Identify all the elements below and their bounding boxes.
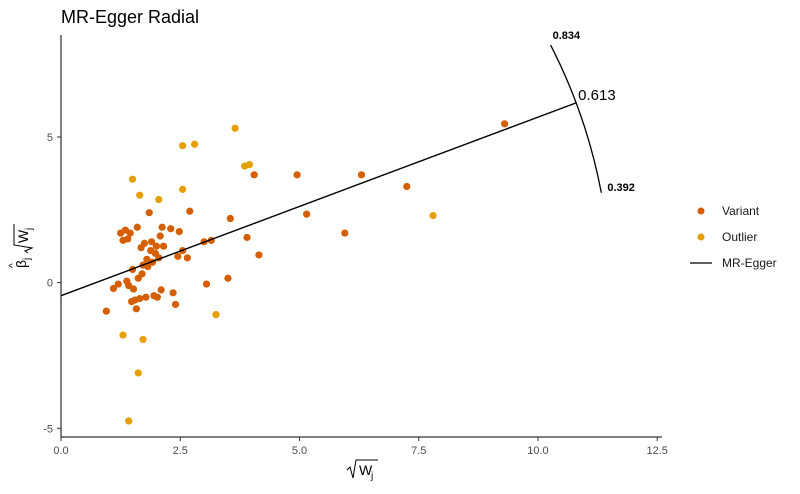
y-tick-label: 5 [47, 132, 53, 144]
x-tick-label: 0.0 [53, 445, 68, 457]
variant-point [109, 284, 118, 293]
svg-text:β: β [13, 260, 29, 268]
variant-point [169, 289, 177, 297]
outlier-point [212, 311, 220, 319]
mr-egger-line [60, 102, 577, 297]
x-tick-label: 10.0 [527, 445, 548, 457]
variant-point [255, 251, 263, 259]
variant-point [303, 210, 311, 218]
variant-point [174, 252, 182, 260]
outlier-point [134, 369, 142, 377]
x-tick-label: 7.5 [411, 445, 426, 457]
outlier-point [429, 212, 437, 220]
variant-point [142, 293, 150, 301]
radial-scale-arc [550, 44, 602, 193]
variant-point [159, 242, 168, 250]
x-axis-title: W j [346, 459, 378, 482]
arc-label-upper: 0.834 [553, 30, 581, 42]
variant-point [243, 233, 251, 242]
svg-text:j: j [370, 471, 373, 482]
variant-point [140, 239, 149, 247]
outlier-point [231, 124, 239, 132]
legend-variant-swatch [697, 207, 705, 215]
y-tick-label: 0 [47, 278, 53, 290]
svg-text:W: W [359, 462, 373, 478]
outlier-point [128, 175, 137, 183]
variant-point [157, 286, 165, 294]
variant-point [357, 171, 366, 179]
legend-mr-egger-label: MR-Egger [722, 256, 777, 270]
variant-point [144, 262, 152, 271]
variant-point [124, 235, 132, 243]
outlier-point [139, 335, 147, 344]
variant-point [226, 214, 234, 223]
x-axis-ticks: 0.0 2.5 5.0 7.5 10.0 12.5 [53, 437, 668, 457]
outlier-point [190, 140, 199, 148]
outlier-point [245, 161, 254, 169]
variant-point [293, 171, 301, 179]
variant-point [138, 270, 146, 278]
variant-point [133, 223, 141, 231]
variant-point [143, 255, 151, 263]
plot-area: 0.834 0.613 0.392 [60, 30, 635, 425]
outlier-point [119, 331, 127, 339]
variant-point [224, 274, 232, 282]
variant-point [132, 305, 140, 313]
legend: Variant Outlier MR-Egger [690, 204, 777, 270]
variant-point [153, 293, 161, 301]
variant-point [341, 229, 349, 237]
svg-text:W: W [15, 229, 31, 243]
variant-point [129, 285, 138, 293]
y-tick-label: -5 [43, 423, 53, 435]
y-axis-ticks: -5 0 5 [43, 132, 61, 435]
variant-point [127, 297, 136, 306]
outlier-point [179, 185, 187, 193]
variant-point [167, 225, 175, 233]
legend-outlier-label: Outlier [722, 230, 757, 244]
variant-point [123, 277, 131, 285]
variant-point [186, 207, 194, 215]
y-axis-title: β ^ j W j [8, 224, 35, 268]
svg-text:j: j [24, 228, 35, 231]
variant-point [202, 280, 211, 288]
x-tick-label: 12.5 [647, 445, 668, 457]
variant-point [175, 228, 183, 236]
variant-point [148, 238, 156, 246]
outlier-point [179, 142, 187, 150]
svg-text:j: j [22, 258, 33, 261]
variant-point [183, 254, 192, 262]
legend-outlier-swatch [697, 233, 705, 241]
outlier-point [125, 417, 133, 425]
estimate-label: 0.613 [578, 87, 616, 104]
x-tick-label: 2.5 [173, 445, 188, 457]
variant-point [145, 209, 153, 217]
chart-title: MR-Egger Radial [61, 7, 199, 27]
variant-point [171, 300, 180, 309]
variant-point [114, 280, 122, 288]
arc-label-lower: 0.392 [607, 182, 635, 194]
x-tick-label: 5.0 [292, 445, 307, 457]
legend-variant-label: Variant [722, 204, 760, 218]
outlier-point [155, 195, 163, 204]
variant-point [152, 242, 160, 250]
variant-point [156, 232, 164, 240]
variant-point [136, 295, 144, 303]
svg-text:^: ^ [8, 263, 19, 268]
variant-point [250, 171, 258, 179]
variant-point [102, 307, 110, 315]
variant-point [158, 223, 166, 231]
variant-point [403, 182, 411, 191]
outlier-point [136, 191, 144, 199]
variant-point [500, 120, 509, 128]
variant-point [126, 229, 134, 237]
